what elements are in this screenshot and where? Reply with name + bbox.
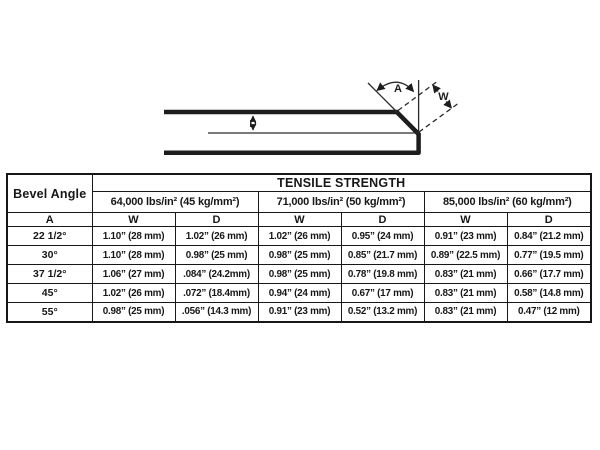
plate-top-and-bevel-edge [164,109,421,137]
table-cell: .056” (14.3 mm) [174,302,259,322]
width-column-header: W [91,212,176,227]
width-extension-lower [418,101,460,133]
table-cell: 0.91” (23 mm) [257,302,342,322]
table-row: 22 1/2° 1.10” (28 mm) 1.02” (26 mm) 1.02… [6,226,592,246]
table-cell: 0.52” (13.2 mm) [340,302,425,322]
bevel-angle-value: 30° [6,245,93,265]
table-row: 30° 1.10” (28 mm) 0.98” (25 mm) 0.98” (2… [6,245,592,265]
table-cell: 0.98” (25 mm) [91,302,176,322]
table-cell: 0.77” (19.5 mm) [506,245,592,265]
depth-column-header: D [340,212,425,227]
depth-label: D [249,119,256,130]
table-header-row: Bevel Angle TENSILE STRENGTH [6,173,592,213]
table-cell: 1.02” (26 mm) [91,283,176,303]
width-column-header: W [257,212,342,227]
bevel-angle-table: Bevel Angle TENSILE STRENGTH 64,000 lbs/… [6,173,593,323]
bevel-diagram: A W D [164,79,460,156]
table-cell: 0.66” (17.7 mm) [506,264,592,284]
table-cell: 0.58” (14.8 mm) [506,283,592,303]
width-label: W [438,91,449,103]
table-cell: .084” (24.2mm) [174,264,259,284]
depth-column-header: D [506,212,592,227]
angle-arc [376,81,415,93]
plate-right-and-bottom-edge [164,133,421,156]
strength-group-header: 85,000 lbs/in² (60 kg/mm²) [423,191,592,213]
table-cell: 0.83” (21 mm) [423,283,508,303]
table-row: 55° 0.98” (25 mm) .056” (14.3 mm) 0.91” … [6,302,592,322]
bevel-angle-header: Bevel Angle [6,173,93,213]
table-cell: 0.84” (21.2 mm) [506,226,592,246]
table-cell: 0.98” (25 mm) [257,264,342,284]
table-cell: 0.94” (24 mm) [257,283,342,303]
table-cell: .072” (18.4mm) [174,283,259,303]
bevel-angle-value: 22 1/2° [6,226,93,246]
table-cell: 0.91” (23 mm) [423,226,508,246]
strength-group-header: 71,000 lbs/in² (50 kg/mm²) [257,191,425,213]
width-column-header: W [423,212,508,227]
table-cell: 0.89” (22.5 mm) [423,245,508,265]
table-row: 37 1/2° 1.06” (27 mm) .084” (24.2mm) 0.9… [6,264,592,284]
table-cell: 1.02” (26 mm) [174,226,259,246]
table-cell: 0.83” (21 mm) [423,264,508,284]
bevel-angle-value: 37 1/2° [6,264,93,284]
table-cell: 0.78” (19.8 mm) [340,264,425,284]
strength-group-header: 64,000 lbs/in² (45 kg/mm²) [91,191,259,213]
bevel-angle-value: 45° [6,283,93,303]
width-arrow-lower [443,99,452,109]
width-arrow-upper [432,84,441,94]
table-cell: 1.06” (27 mm) [91,264,176,284]
bevel-angle-value: 55° [6,302,93,322]
angle-column-header: A [6,212,93,227]
table-cell: 0.67” (17 mm) [340,283,425,303]
strength-group-row: 64,000 lbs/in² (45 kg/mm²) 71,000 lbs/in… [7,191,592,213]
table-cell: 0.98” (25 mm) [174,245,259,265]
table-row: 45° 1.02” (26 mm) .072” (18.4mm) 0.94” (… [6,283,592,303]
table-cell: 0.95” (24 mm) [340,226,425,246]
column-header-row: A W D W D W D [6,212,592,227]
angle-label: A [394,83,402,95]
table-cell: 0.98” (25 mm) [257,245,342,265]
table-title: TENSILE STRENGTH [91,173,592,192]
table-cell: 0.47” (12 mm) [506,302,592,322]
table-cell: 1.02” (26 mm) [257,226,342,246]
bevel-extension-line [367,82,399,114]
table-cell: 1.10” (28 mm) [91,226,176,246]
table-cell: 0.83” (21 mm) [423,302,508,322]
table-cell: 0.85” (21.7 mm) [340,245,425,265]
depth-column-header: D [174,212,259,227]
table-cell: 1.10” (28 mm) [91,245,176,265]
